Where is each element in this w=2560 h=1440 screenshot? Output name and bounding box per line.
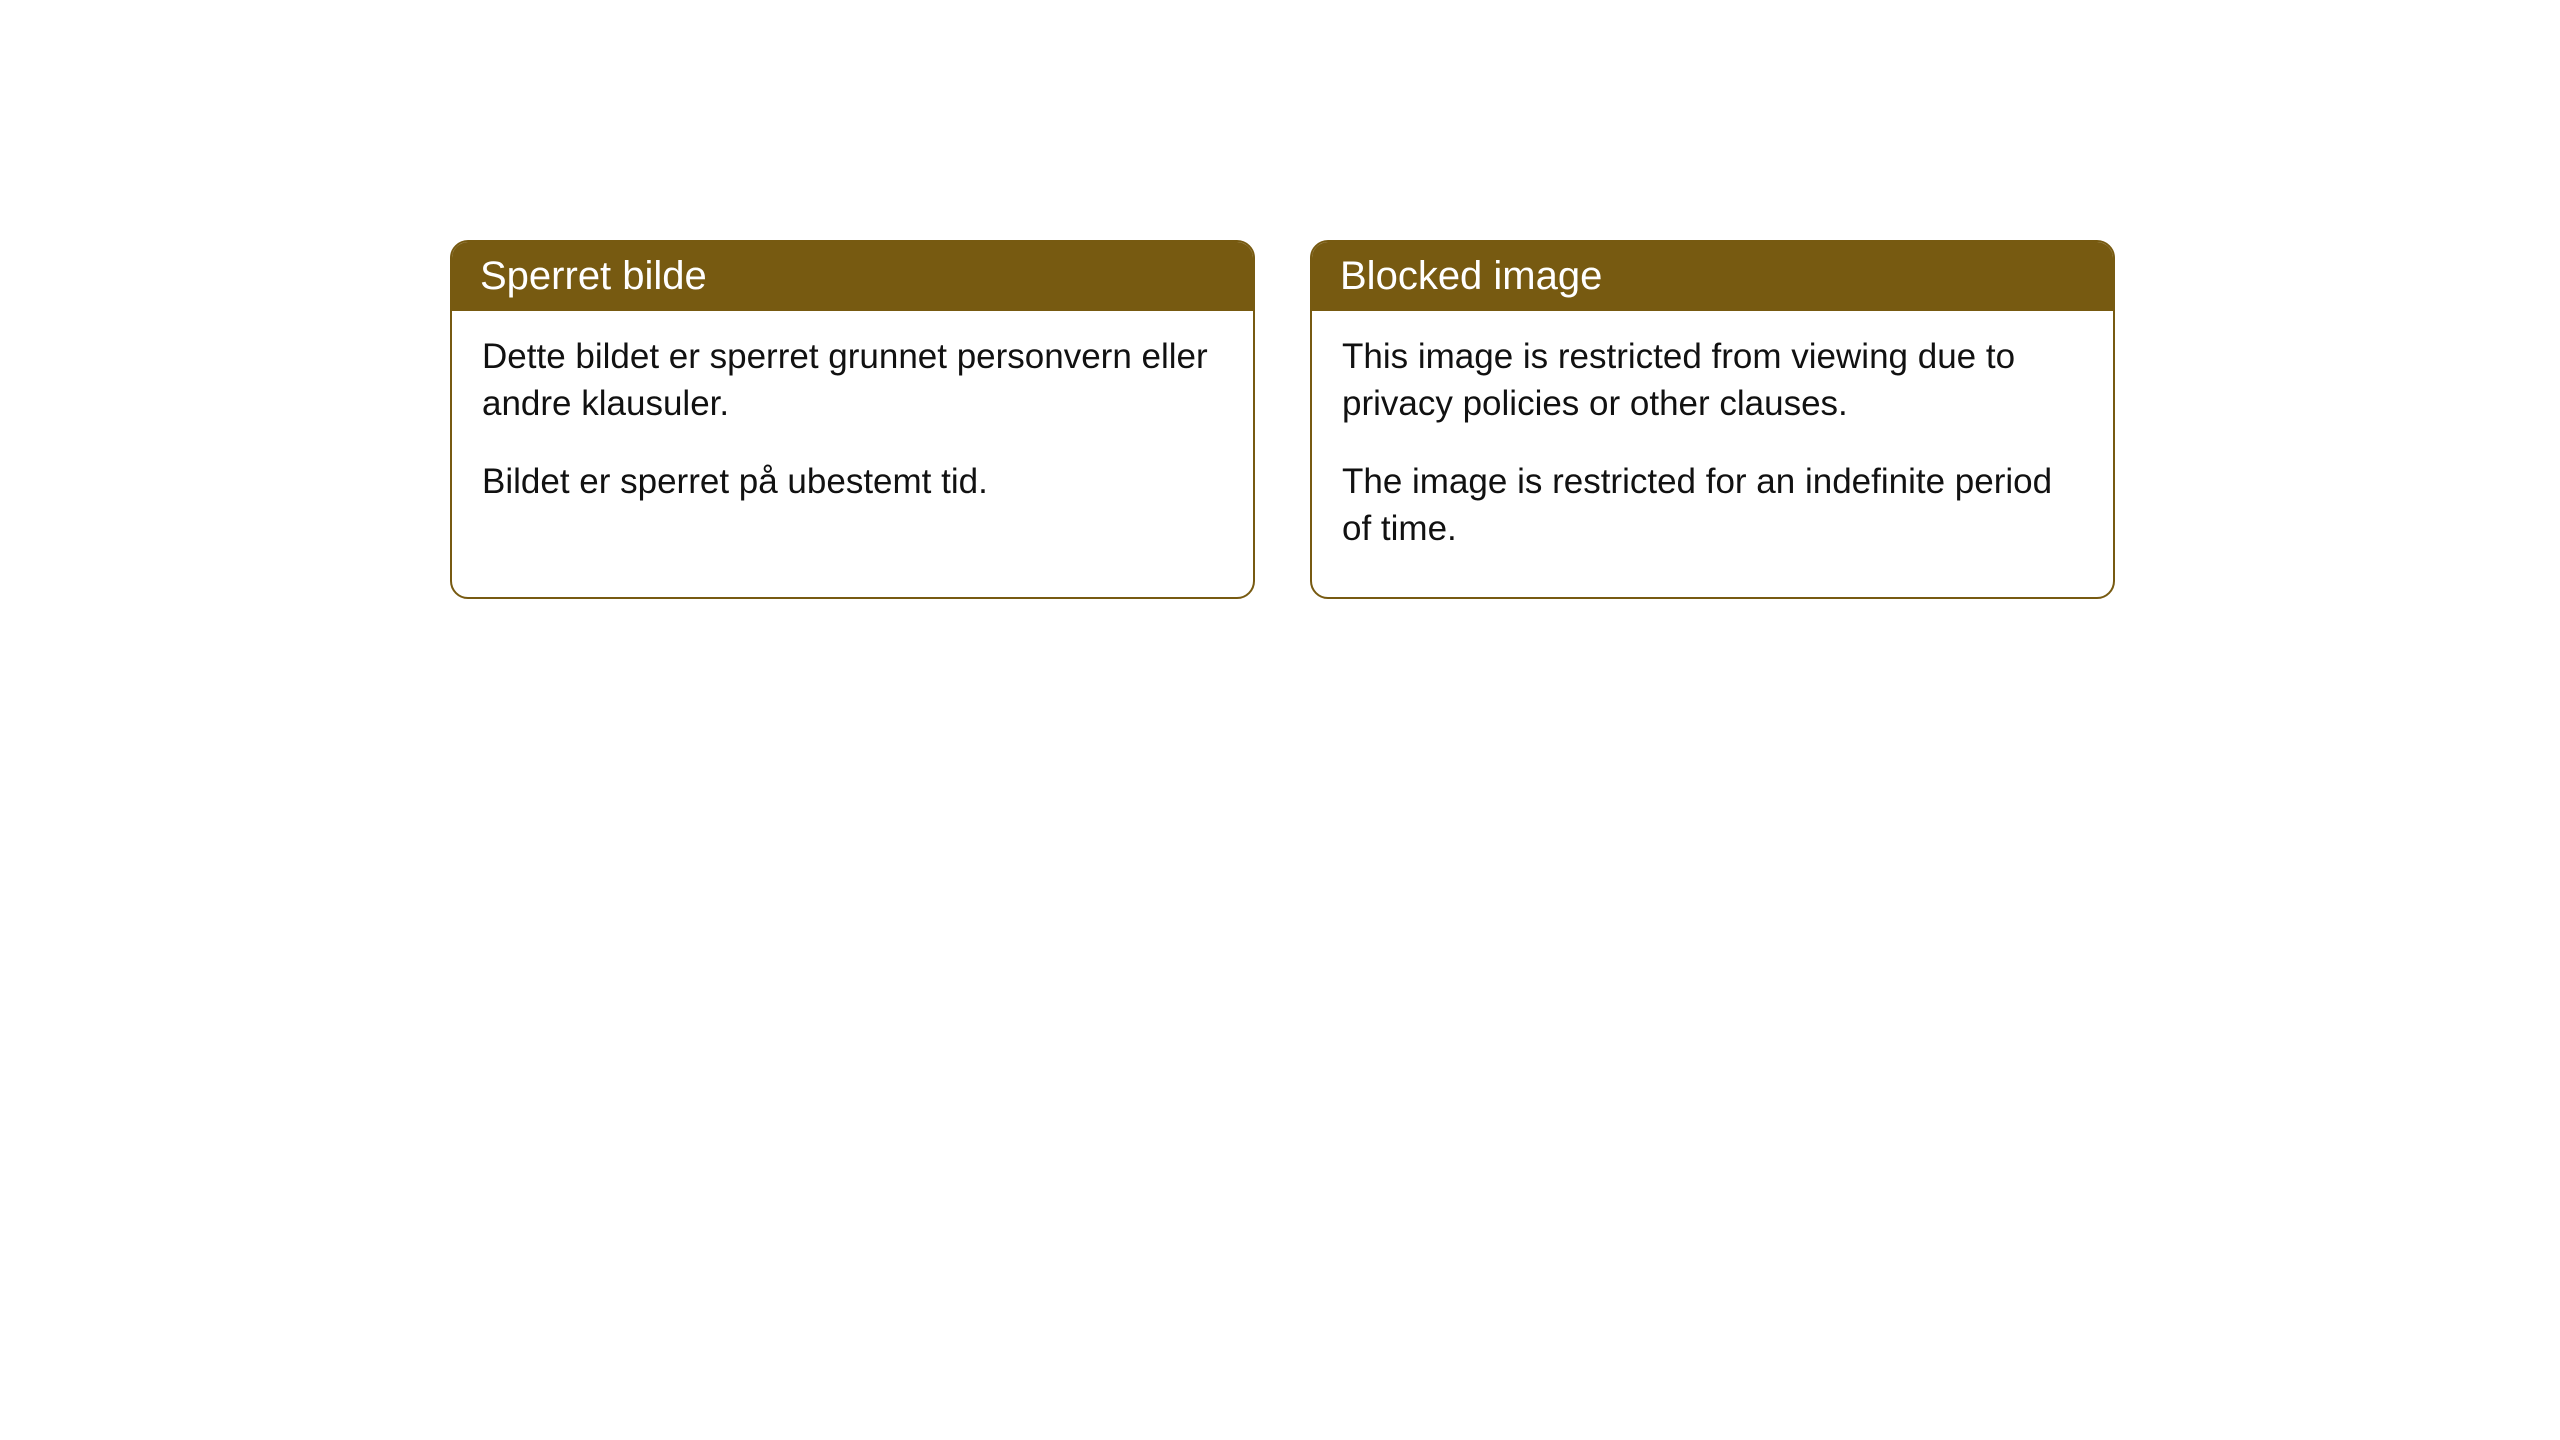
cards-container: Sperret bilde Dette bildet er sperret gr… xyxy=(450,240,2115,599)
card-header-norwegian: Sperret bilde xyxy=(452,242,1253,311)
card-title: Sperret bilde xyxy=(480,254,707,298)
card-paragraph: This image is restricted from viewing du… xyxy=(1342,333,2083,428)
card-paragraph: Dette bildet er sperret grunnet personve… xyxy=(482,333,1223,428)
blocked-image-card-norwegian: Sperret bilde Dette bildet er sperret gr… xyxy=(450,240,1255,599)
blocked-image-card-english: Blocked image This image is restricted f… xyxy=(1310,240,2115,599)
card-body-norwegian: Dette bildet er sperret grunnet personve… xyxy=(452,311,1253,550)
card-header-english: Blocked image xyxy=(1312,242,2113,311)
card-body-english: This image is restricted from viewing du… xyxy=(1312,311,2113,597)
card-title: Blocked image xyxy=(1340,254,1602,298)
card-paragraph: Bildet er sperret på ubestemt tid. xyxy=(482,458,1223,505)
card-paragraph: The image is restricted for an indefinit… xyxy=(1342,458,2083,553)
